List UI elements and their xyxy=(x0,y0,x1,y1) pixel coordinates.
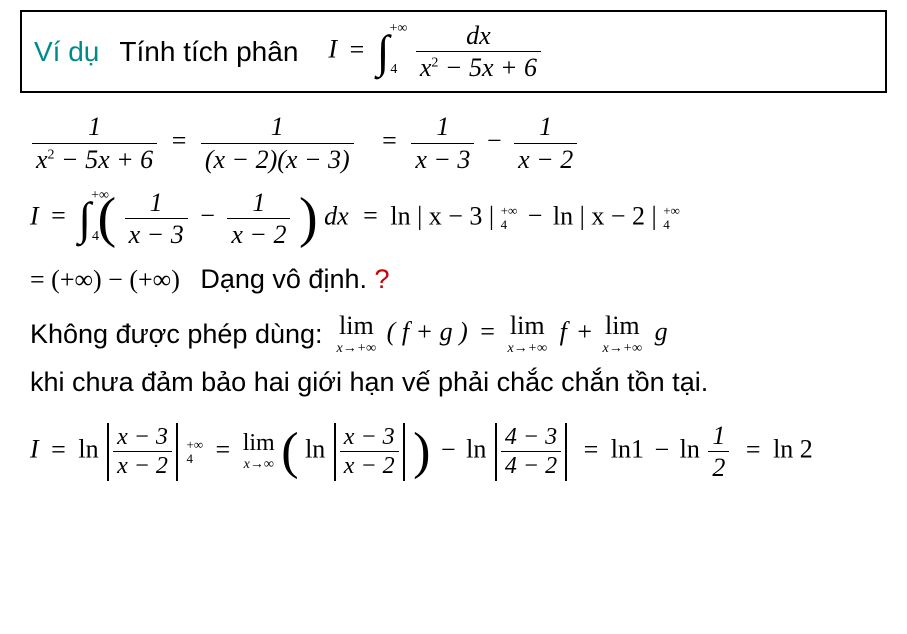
ub2: +∞ xyxy=(91,190,109,203)
lim-arrow-2: x→+∞ xyxy=(507,341,547,357)
partial-fraction-line: 1 x2 − 5x + 6 = 1 (x − 2)(x − 3) = 1 x −… xyxy=(30,111,877,174)
lim-arrow-1: x→+∞ xyxy=(337,341,377,357)
final-lim: lim x→∞ xyxy=(243,430,275,473)
integrand-num: dx xyxy=(416,20,541,52)
I-var-2: I xyxy=(30,201,39,230)
lim-g: lim x→+∞ xyxy=(603,311,643,357)
I-var: I xyxy=(328,35,337,64)
flimup: +∞ xyxy=(186,438,203,452)
integral-definition: I = ∫ +∞ 4 dx x2 − 5x + 6 xyxy=(328,20,543,83)
pf-mid-den: (x − 2)(x − 3) xyxy=(201,144,354,175)
warning-text-1: Không được phép dùng: xyxy=(30,319,323,350)
integral-sign: ∫ +∞ 4 xyxy=(377,31,390,72)
limlo2: 4 xyxy=(663,218,680,232)
af1n: x − 3 xyxy=(113,423,172,453)
abs-frac-2: x − 3 x − 2 xyxy=(332,423,407,482)
fg: ( f + g ) xyxy=(387,317,468,346)
af3n: 4 − 3 xyxy=(501,423,561,453)
pf-r2-den: x − 2 xyxy=(514,144,577,175)
lower-bound: 4 xyxy=(390,64,397,77)
ie-t2n: 1 xyxy=(227,187,290,219)
limlo1: 4 xyxy=(501,218,518,232)
limit-rule-expr: lim x→+∞ ( f + g ) = lim x→+∞ f + lim x→… xyxy=(337,311,668,357)
compute-integral-label: Tính tích phân xyxy=(119,36,298,68)
answer: ln 2 xyxy=(773,435,813,464)
ind-label-text: Dạng vô định. xyxy=(200,264,367,294)
lim-f: lim x→+∞ xyxy=(507,311,547,357)
warning-line-1: Không được phép dùng: lim x→+∞ ( f + g )… xyxy=(30,311,877,357)
pf-lhs-den: x2 − 5x + 6 xyxy=(32,144,157,175)
pf-r1-num: 1 xyxy=(411,111,474,143)
ln2: ln | x − 2 | xyxy=(553,201,657,230)
lim-text-3: lim xyxy=(603,311,643,341)
af2n: x − 3 xyxy=(340,423,399,453)
pf-lhs-num: 1 xyxy=(32,111,157,143)
ie-t2d: x − 2 xyxy=(227,219,290,250)
limup2: +∞ xyxy=(663,204,680,218)
lim-text-1: lim xyxy=(337,311,377,341)
dx: dx xyxy=(324,201,349,230)
final-line: I = ln x − 3 x − 2 +∞4 = lim x→∞ ( ln x … xyxy=(30,420,877,483)
integral-eval-line: I = ∫ +∞ 4 ( 1 x − 3 − 1 x − 2 ) dx = ln… xyxy=(30,187,877,250)
af2d: x − 2 xyxy=(340,452,399,481)
upper-bound: +∞ xyxy=(389,23,407,36)
lim-fg: lim x→+∞ xyxy=(337,311,377,357)
pf-mid-num: 1 xyxy=(201,111,354,143)
half-n: 1 xyxy=(708,420,729,452)
flim-arrow: x→∞ xyxy=(243,457,275,473)
abs-frac-1: x − 3 x − 2 xyxy=(105,423,180,482)
indeterminate-line: = (+∞) − (+∞) Dạng vô định. ? xyxy=(30,264,877,295)
lim-text-2: lim xyxy=(507,311,547,341)
integral-sign-2: ∫ +∞ 4 xyxy=(78,198,91,239)
pf-r1-den: x − 3 xyxy=(411,144,474,175)
pf-r2-num: 1 xyxy=(514,111,577,143)
half-d: 2 xyxy=(708,452,729,483)
I-var-3: I xyxy=(30,435,39,464)
g: g xyxy=(655,317,668,346)
inf-minus-inf: = (+∞) − (+∞) xyxy=(30,265,180,294)
af1d: x − 2 xyxy=(113,452,172,481)
flim-text: lim xyxy=(243,430,275,457)
abs-frac-3: 4 − 3 4 − 2 xyxy=(493,423,569,482)
ln1: ln | x − 3 | xyxy=(390,201,494,230)
example-header-box: Ví dụ Tính tích phân I = ∫ +∞ 4 dx x2 − … xyxy=(20,10,887,93)
lb2: 4 xyxy=(92,231,99,244)
example-label: Ví dụ xyxy=(34,36,99,68)
f: f xyxy=(560,317,567,346)
integrand-fraction: dx x2 − 5x + 6 xyxy=(416,20,541,83)
integrand-den: x2 − 5x + 6 xyxy=(416,52,541,83)
flimlo: 4 xyxy=(186,452,203,466)
lim-arrow-3: x→+∞ xyxy=(603,341,643,357)
indeterminate-label: Dạng vô định. ? xyxy=(200,264,389,294)
limup1: +∞ xyxy=(501,204,518,218)
ie-t1n: 1 xyxy=(125,187,188,219)
question-mark: ? xyxy=(375,264,390,294)
af3d: 4 − 2 xyxy=(501,452,561,481)
ie-t1d: x − 3 xyxy=(125,219,188,250)
warning-line-2: khi chưa đảm bảo hai giới hạn vế phải ch… xyxy=(30,367,877,398)
